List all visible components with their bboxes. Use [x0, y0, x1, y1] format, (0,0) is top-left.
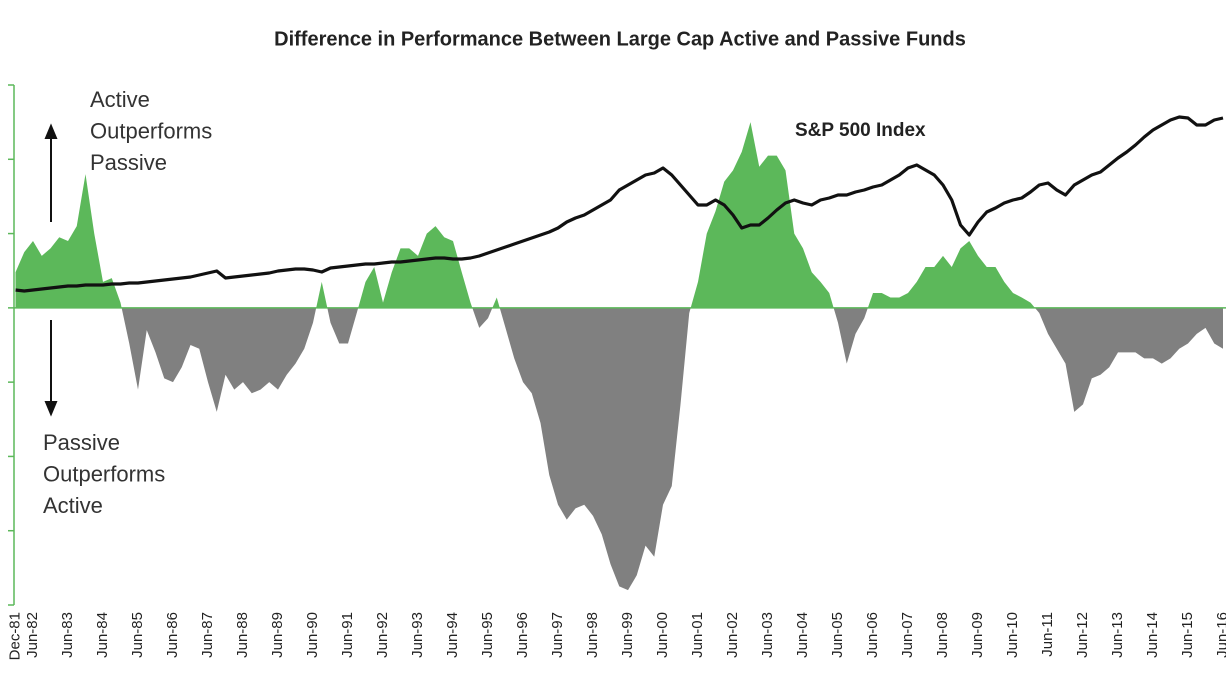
x-tick-label: Jun-82	[24, 612, 41, 658]
x-tick-label: Jun-95	[479, 612, 496, 658]
x-tick-label: Jun-92	[374, 612, 391, 658]
x-tick-label: Jun-01	[689, 612, 706, 658]
x-tick-label: Jun-84	[94, 612, 111, 658]
x-tick-label: Jun-16	[1214, 612, 1226, 658]
x-tick-label: Jun-85	[129, 612, 146, 658]
x-tick-label: Jun-08	[934, 612, 951, 658]
x-tick-label: Jun-13	[1109, 612, 1126, 658]
x-tick-label: Jun-97	[549, 612, 566, 658]
index-line	[15, 115, 1224, 293]
passive-note: Outperforms	[43, 461, 165, 486]
active-note: Active	[90, 87, 150, 112]
x-tick-label: Jun-07	[899, 612, 916, 658]
down-arrow-head	[44, 401, 58, 417]
x-tick-label: Jun-14	[1144, 612, 1161, 658]
x-tick-label: Jun-99	[619, 612, 636, 658]
x-tick-label: Jun-03	[759, 612, 776, 658]
x-tick-label: Jun-86	[164, 612, 181, 658]
x-tick-label: Jun-94	[444, 612, 461, 658]
x-tick-label: Jun-93	[409, 612, 426, 658]
active-note: Passive	[90, 150, 167, 175]
x-tick-label: Jun-04	[794, 612, 811, 658]
x-tick-label: Jun-06	[864, 612, 881, 658]
x-tick-label: Jun-98	[584, 612, 601, 658]
x-tick-label: Jun-91	[339, 612, 356, 658]
x-tick-label: Jun-00	[654, 612, 671, 658]
x-tick-label: Jun-89	[269, 612, 286, 658]
passive-note: Passive	[43, 430, 120, 455]
x-tick-label: Jun-15	[1179, 612, 1196, 658]
x-tick-label: Jun-11	[1039, 612, 1056, 657]
up-arrow-head	[44, 123, 58, 139]
x-tick-label: Jun-87	[199, 612, 216, 658]
chart-title: Difference in Performance Between Large …	[274, 28, 966, 50]
x-tick-label: Jun-05	[829, 612, 846, 658]
x-tick-label: Dec-81	[6, 612, 23, 660]
difference-area	[15, 122, 1223, 591]
x-tick-label: Jun-10	[1004, 612, 1021, 658]
x-tick-label: Jun-90	[304, 612, 321, 658]
x-tick-label: Jun-12	[1074, 612, 1091, 658]
active-note: Outperforms	[90, 118, 212, 143]
x-tick-label: Jun-96	[514, 612, 531, 658]
x-tick-label: Jun-02	[724, 612, 741, 658]
series-label: S&P 500 Index	[795, 120, 926, 141]
x-tick-label: Jun-88	[234, 612, 251, 658]
x-tick-label: Jun-09	[969, 612, 986, 658]
passive-note: Active	[43, 493, 103, 518]
arrows	[44, 123, 58, 417]
x-tick-label: Jun-83	[59, 612, 76, 658]
